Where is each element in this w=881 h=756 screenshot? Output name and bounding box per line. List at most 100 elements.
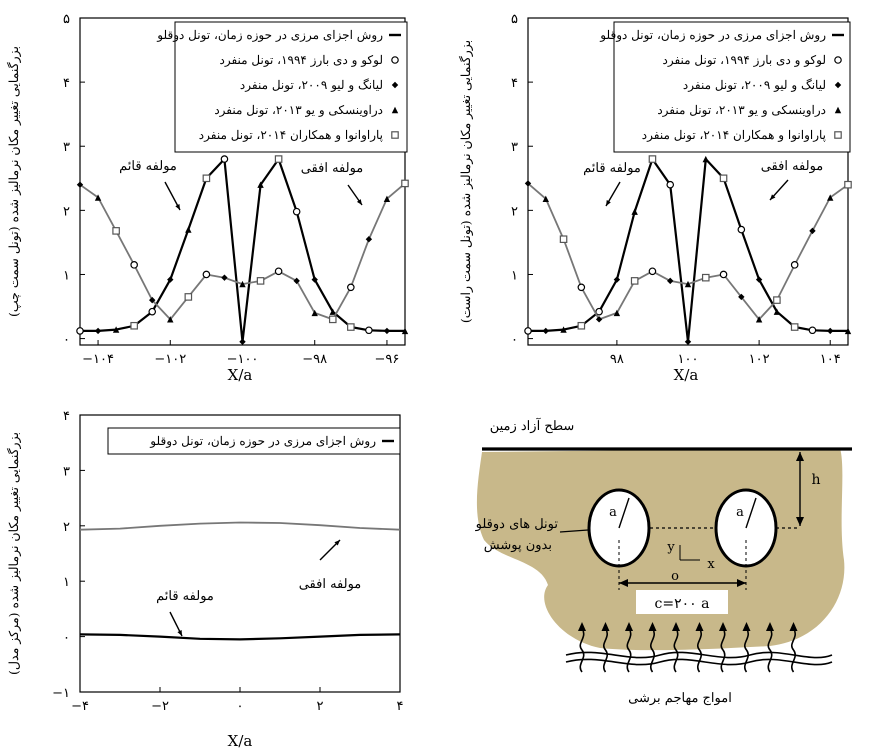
arrow-head [796, 452, 804, 461]
y-tick-label: ۵ [63, 12, 70, 27]
plot-frame [79, 414, 401, 693]
annotation-label: مولفه افقی [299, 577, 362, 592]
data-marker [94, 194, 102, 201]
annotation-label: مولفه قائم [156, 589, 214, 604]
data-marker [684, 280, 692, 288]
arrow-head [796, 517, 804, 526]
y-tick-label: ۱ [511, 268, 518, 283]
x-tick-label: −۹۸ [302, 352, 327, 367]
data-marker [365, 236, 373, 243]
data-marker [827, 327, 834, 335]
legend-entry-label: دراوینسکی و یو ۲۰۱۳، تونل منفرد [657, 103, 826, 117]
legend-box [613, 21, 851, 153]
data-marker [809, 227, 816, 235]
data-marker [329, 308, 336, 315]
data-marker [844, 180, 852, 189]
data-marker [202, 270, 211, 279]
radius-label: a [609, 505, 617, 520]
shear-wave-arrow [626, 627, 632, 673]
data-marker [328, 315, 337, 324]
shear-wave-arrow [720, 627, 726, 673]
data-marker [184, 293, 193, 301]
x-tick-label: ۱۰۰ [678, 352, 699, 367]
data-marker [347, 283, 355, 292]
legend-marker-swatch [391, 106, 399, 114]
arrow-head [334, 540, 340, 546]
data-marker [365, 326, 373, 335]
legend-entry-label: لوکو و دی بارز ۱۹۹۴، تونل منفرد [663, 53, 827, 67]
y-tick-label: ۲ [63, 520, 70, 535]
data-marker [401, 327, 409, 335]
shear-wave-arrow [767, 627, 773, 673]
data-marker [220, 155, 229, 163]
legend-marker-swatch [391, 81, 399, 89]
data-marker [755, 276, 763, 283]
spacing-label-background [636, 590, 728, 614]
data-marker [773, 308, 781, 315]
y-tick-label: ۰ [511, 333, 518, 348]
data-marker [738, 293, 745, 301]
legend-marker-swatch [834, 106, 842, 114]
data-marker [94, 327, 102, 335]
data-marker [773, 296, 781, 304]
data-marker [167, 316, 174, 323]
data-marker [667, 277, 674, 285]
arrow-head [619, 579, 628, 587]
data-marker [560, 326, 567, 333]
x-tick-label: −۲ [151, 699, 169, 714]
y-tick-label: ۳ [511, 140, 518, 155]
legend-box [107, 427, 401, 455]
series-line [79, 521, 401, 531]
data-marker [844, 327, 852, 335]
data-marker [542, 195, 549, 203]
arrow-head [601, 622, 610, 631]
wave-front-line [565, 651, 833, 659]
chart-model-center: −۱ ۰ ۱ ۲ ۳ ۴ −۴ −۲ ۰ ۲ ۴ X/a بزرگنمایی تغییر مکان نر… [6, 409, 404, 750]
legend-marker-swatch [834, 56, 842, 64]
data-marker [559, 235, 568, 244]
data-marker [702, 155, 709, 163]
data-marker [130, 321, 138, 330]
data-marker [76, 181, 84, 188]
arrow-head [766, 622, 774, 631]
y-axis-label: بزرگنمایی تغییر مکان نرمالیز شده (مرکز م… [6, 432, 22, 675]
tunnels-label-line2: بدون پوشش [484, 538, 552, 553]
series-line [79, 633, 401, 641]
data-marker [311, 309, 318, 317]
data-marker [149, 296, 156, 304]
shear-wave-arrow [744, 627, 749, 673]
tunnels-label-line1: تونل های دوقلو [475, 517, 559, 532]
arrow-head [578, 622, 586, 631]
annotation-label: مولفه قائم [583, 161, 641, 176]
arrow-head [737, 579, 746, 587]
arrow-head [356, 199, 362, 205]
radius-label: a [736, 505, 744, 520]
data-marker [257, 181, 264, 188]
legend-entry-label: پاراوانوا و همکاران ۲۰۱۴، تونل منفرد [199, 128, 383, 142]
arrow-head [742, 622, 751, 631]
data-marker [167, 276, 174, 283]
x-tick-label: −۹۶ [375, 352, 400, 367]
y-tick-label: ۴ [63, 409, 70, 424]
chart-right-tunnel: ۰ ۱ ۲ ۳ ۴ ۵ ۹۸ ۱۰۰ ۱۰۲ ۱۰۴ X/a بزرگنمایی تغییر مکان… [458, 12, 852, 384]
data-marker [755, 316, 763, 323]
wave-front-line [565, 658, 833, 666]
data-marker [666, 180, 675, 189]
x-tick-label: −۱۰۰ [227, 352, 259, 367]
y-tick-label: ۴ [511, 76, 518, 91]
data-marker [719, 174, 728, 183]
data-marker [808, 326, 817, 335]
data-marker [577, 321, 586, 330]
shear-wave-arrow [791, 627, 796, 673]
shear-wave-arrow [650, 627, 655, 673]
arrow-head [672, 622, 680, 631]
y-tick-label: ۴ [63, 76, 70, 91]
twin-tunnel-diagram: سطح آزاد زمین h a a تونل های دوقلو بدون پوشش y… [475, 417, 852, 706]
label-leader-line [559, 529, 589, 533]
y-axis-label: بزرگنمایی تغییر مکان نرمالیز شده (تونل س… [458, 40, 474, 323]
data-marker [274, 155, 283, 163]
y-tick-label: ۲ [511, 204, 518, 219]
data-marker [311, 276, 318, 283]
x-tick-label: −۱۰۲ [154, 352, 186, 367]
legend-marker-swatch [391, 56, 399, 64]
